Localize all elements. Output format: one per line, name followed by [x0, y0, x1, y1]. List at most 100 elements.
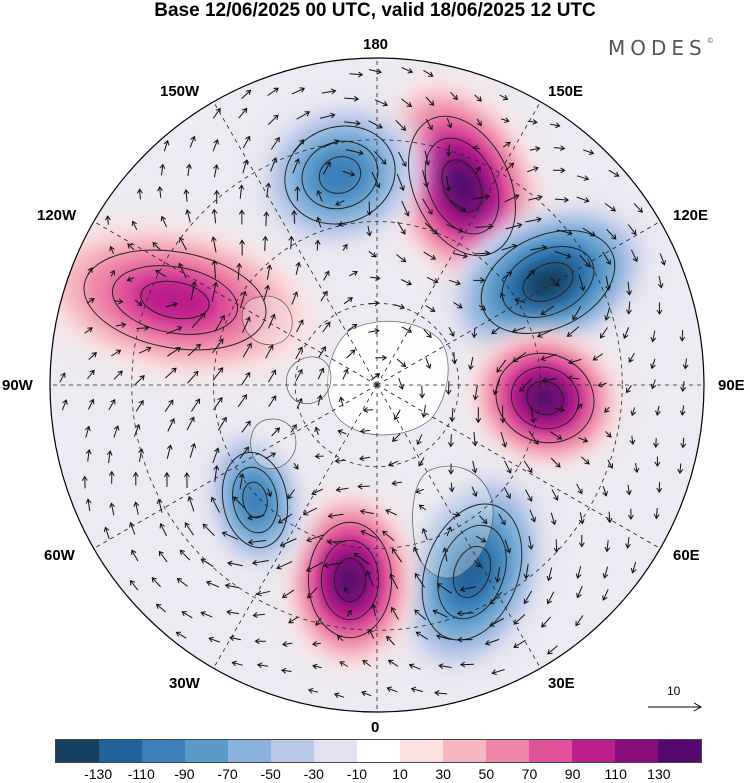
- wind-arrow: [445, 175, 452, 192]
- wind-arrow: [343, 586, 350, 594]
- wind-arrow: [528, 194, 543, 201]
- wind-arrow: [606, 511, 613, 524]
- wind-arrow: [424, 222, 438, 235]
- wind-arrow: [551, 489, 559, 501]
- wind-arrow: [575, 565, 582, 579]
- wind-arrow: [368, 250, 377, 258]
- wind-arrow: [604, 540, 611, 553]
- lon-label-120w: 120W: [37, 207, 77, 224]
- colorbar-swatch: [185, 740, 228, 762]
- lon-label-120e: 120E: [673, 207, 709, 224]
- wind-arrow: [602, 251, 611, 266]
- meridian-line: [93, 384, 378, 549]
- wind-arrow: [484, 638, 500, 646]
- wind-arrow: [231, 660, 243, 667]
- wind-arrow: [423, 251, 437, 260]
- wind-arrow: [512, 352, 527, 363]
- wind-arrow: [578, 534, 585, 548]
- wind-arrow: [655, 405, 661, 416]
- wind-arrow: [368, 120, 383, 129]
- height-contour: [452, 545, 492, 599]
- wind-arrow: [242, 342, 252, 358]
- wind-arrow: [166, 326, 183, 335]
- wind-arrow: [475, 535, 487, 543]
- wind-arrow: [374, 99, 389, 107]
- wind-arrow: [167, 347, 181, 357]
- colorbar-tick-label: 130: [647, 766, 671, 782]
- wind-arrow: [677, 463, 684, 475]
- wind-arrow: [239, 473, 245, 489]
- wind-arrow: [368, 68, 383, 75]
- wind-arrow: [202, 523, 215, 536]
- height-contour: [284, 125, 396, 225]
- wind-arrow: [474, 560, 482, 568]
- wind-arrow: [212, 367, 224, 381]
- wind-arrow: [319, 112, 336, 119]
- wind-arrow: [541, 616, 551, 628]
- wind-arrow: [295, 346, 303, 360]
- wind-arrow: [288, 616, 299, 624]
- wind-arrow: [206, 580, 220, 588]
- wind-arrow: [527, 166, 539, 173]
- wind-arrow: [627, 508, 634, 521]
- colorbar-tick-label: -130: [84, 766, 113, 782]
- wind-arrow: [371, 603, 377, 617]
- wind-arrow: [401, 326, 413, 333]
- wind-arrow: [421, 528, 428, 541]
- modes-logo: MODES©: [608, 36, 714, 60]
- wind-arrow: [472, 384, 479, 401]
- wind-arrow: [213, 464, 220, 483]
- wind-arrow: [312, 663, 322, 670]
- wind-arrow: [659, 253, 666, 266]
- wind-arrow: [242, 316, 251, 333]
- wind-arrow: [446, 223, 464, 233]
- wind-arrow: [579, 254, 591, 268]
- wind-arrow: [499, 292, 506, 301]
- wind-arrow: [414, 609, 427, 621]
- wind-arrow: [576, 585, 583, 599]
- wind-arrow: [373, 150, 387, 165]
- wind-arrow: [87, 369, 95, 380]
- wind-arrow: [294, 185, 301, 202]
- colorbar-tick-label: -10: [346, 766, 368, 782]
- wind-arrow: [134, 299, 143, 307]
- wind-arrow: [630, 407, 637, 417]
- wind-arrow: [131, 220, 138, 231]
- wind-arrow: [368, 328, 380, 334]
- copyright-mark: ©: [706, 37, 714, 45]
- wind-arrow: [394, 409, 401, 421]
- height-contour: [140, 280, 210, 320]
- wind-arrow: [344, 120, 361, 127]
- wind-arrow: [263, 211, 270, 227]
- wind-arrow: [183, 188, 190, 202]
- height-contour: [320, 539, 380, 621]
- height-contour: [307, 521, 393, 639]
- height-contour: [333, 557, 367, 603]
- wind-arrow: [306, 534, 324, 543]
- wind-arrow: [266, 264, 273, 280]
- wind-arrow: [109, 245, 115, 254]
- wind-arrow: [419, 385, 426, 399]
- wind-arrow: [445, 381, 452, 396]
- wind-arrow: [358, 455, 371, 462]
- wind-arrow: [446, 526, 452, 537]
- colorbar-swatch: [443, 740, 486, 762]
- wind-arrow: [425, 96, 435, 106]
- lon-label-180: 180: [363, 36, 389, 53]
- wind-arrow: [239, 290, 247, 309]
- wind-arrow: [134, 375, 145, 385]
- anomaly-shade: [528, 383, 562, 413]
- wind-arrow: [391, 606, 399, 620]
- wind-arrow: [237, 394, 248, 408]
- wind-arrow: [530, 406, 536, 424]
- wind-arrow: [504, 162, 515, 172]
- wind-arrow: [108, 398, 116, 411]
- wind-arrow: [432, 609, 448, 618]
- wind-arrow: [366, 225, 373, 237]
- wind-arrow: [572, 305, 582, 321]
- wind-arrow: [653, 437, 659, 448]
- wind-arrow: [626, 281, 633, 296]
- wind-arrow: [247, 539, 267, 545]
- wind-arrow: [630, 249, 638, 263]
- wind-arrow: [307, 687, 319, 694]
